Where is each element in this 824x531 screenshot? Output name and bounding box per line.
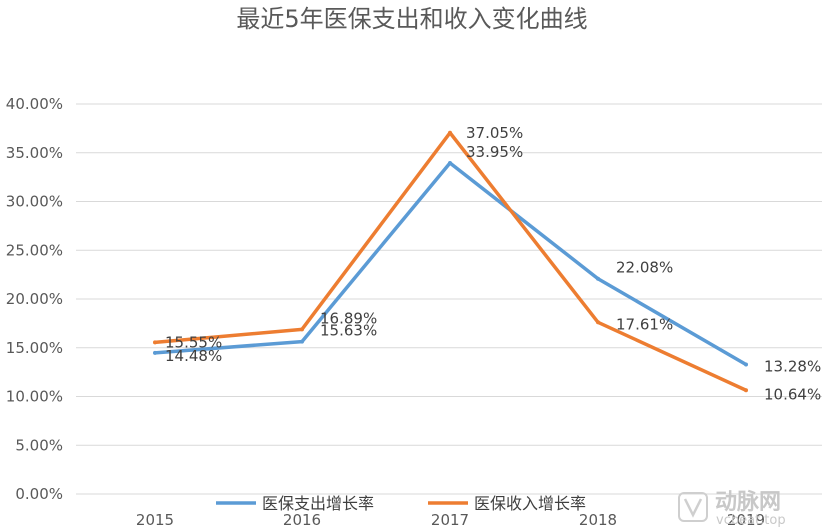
legend: 医保支出增长率 医保收入增长率 xyxy=(216,494,586,513)
data-label: 22.08% xyxy=(616,259,673,277)
data-point xyxy=(744,388,748,393)
data-label: 14.48% xyxy=(165,347,222,365)
y-tick-label: 20.00% xyxy=(6,290,63,308)
data-label: 17.61% xyxy=(616,315,673,333)
x-tick-label: 2018 xyxy=(579,511,617,529)
x-axis-ticks: 2015 2016 2017 2018 2019 xyxy=(136,511,765,529)
data-labels: 14.48% 15.63% 33.95% 22.08% 13.28% 15.55% 16.8… xyxy=(165,124,821,403)
y-tick-label: 15.00% xyxy=(6,339,63,357)
watermark-sub: vcbeat.top xyxy=(716,513,786,528)
data-label: 33.95% xyxy=(466,143,523,161)
y-tick-label: 35.00% xyxy=(6,144,63,162)
data-label: 16.89% xyxy=(320,309,377,327)
series-lines xyxy=(153,130,748,393)
x-tick-label: 2016 xyxy=(283,511,321,529)
y-tick-label: 25.00% xyxy=(6,241,63,259)
y-tick-label: 40.00% xyxy=(6,95,63,113)
data-label: 15.63% xyxy=(320,322,377,340)
data-point xyxy=(153,350,157,355)
y-tick-label: 30.00% xyxy=(6,193,63,211)
chart-title: 最近5年医保支出和收入变化曲线 xyxy=(236,5,587,33)
data-point xyxy=(300,327,304,332)
data-label: 37.05% xyxy=(466,124,523,142)
legend-label: 医保支出增长率 xyxy=(262,494,374,513)
y-tick-label: 10.00% xyxy=(6,388,63,406)
data-label: 13.28% xyxy=(764,358,821,376)
y-axis-ticks: 0.00% 5.00% 10.00% 15.00% 20.00% 25.00% 30.00%… xyxy=(6,95,63,503)
watermark: 动脉网 vcbeat.top xyxy=(678,490,786,528)
x-tick-label: 2019 xyxy=(727,511,765,529)
data-point xyxy=(448,160,452,165)
x-tick-label: 2017 xyxy=(431,511,469,529)
watermark-text: 动脉网 xyxy=(715,490,781,515)
x-tick-label: 2015 xyxy=(136,511,174,529)
data-label: 10.64% xyxy=(764,385,821,403)
data-point xyxy=(596,276,600,281)
y-tick-label: 0.00% xyxy=(15,485,63,503)
data-point xyxy=(300,339,304,344)
vb-logo-icon xyxy=(678,492,708,522)
data-point xyxy=(448,130,452,135)
legend-label: 医保收入增长率 xyxy=(474,494,586,513)
data-label: 15.55% xyxy=(165,333,222,351)
data-point xyxy=(153,340,157,345)
y-tick-label: 5.00% xyxy=(15,436,63,454)
data-point xyxy=(744,362,748,367)
data-point xyxy=(596,320,600,325)
